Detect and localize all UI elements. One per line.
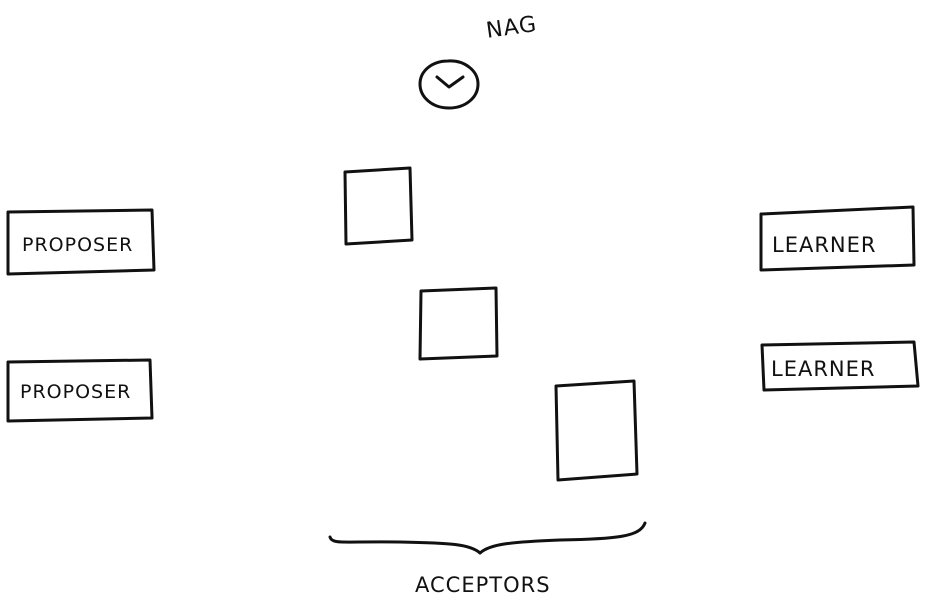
proposer-box-2: PROPOSER — [6, 358, 154, 423]
acceptors-label: ACCEPTORS — [415, 573, 551, 597]
nag-label: NAG — [485, 12, 539, 44]
acceptors-brace — [328, 521, 647, 555]
learner-label: LEARNER — [771, 357, 876, 381]
acceptor-box-2 — [418, 286, 499, 361]
clock-icon — [418, 59, 480, 110]
acceptor-box-3 — [554, 379, 639, 482]
learner-box-2: LEARNER — [760, 340, 920, 392]
acceptor-box-1 — [343, 166, 414, 246]
learner-label: LEARNER — [772, 233, 877, 257]
proposer-box-1: PROPOSER — [6, 208, 156, 276]
proposer-label: PROPOSER — [20, 381, 131, 403]
learner-box-1: LEARNER — [759, 205, 916, 272]
proposer-label: PROPOSER — [22, 234, 133, 256]
